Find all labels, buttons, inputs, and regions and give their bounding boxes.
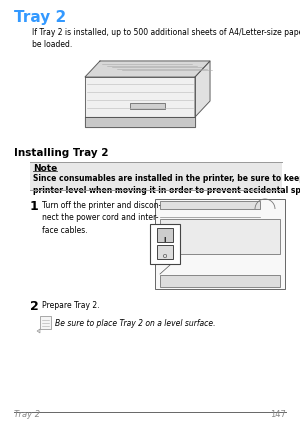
Bar [30,163,282,190]
Text: O: O [163,253,167,259]
Bar [157,245,173,259]
Text: I: I [164,236,166,242]
Text: 1: 1 [30,199,39,213]
Text: Be sure to place Tray 2 on a level surface.: Be sure to place Tray 2 on a level surfa… [55,318,215,327]
Bar [40,316,51,329]
Text: Tray 2: Tray 2 [14,409,40,418]
Bar [160,219,280,254]
Polygon shape [85,118,195,128]
Text: Note: Note [33,164,57,173]
Bar [160,275,280,287]
Text: 2: 2 [30,299,39,312]
Text: Prepare Tray 2.: Prepare Tray 2. [42,300,100,309]
Polygon shape [195,62,210,118]
Text: Tray 2: Tray 2 [14,10,66,25]
Polygon shape [85,78,195,118]
Text: Since consumables are installed in the printer, be sure to keep the
printer leve: Since consumables are installed in the p… [33,173,300,194]
Bar [160,201,260,210]
Text: Turn off the printer and discon-
nect the power cord and inter-
face cables.: Turn off the printer and discon- nect th… [42,201,161,234]
Text: If Tray 2 is installed, up to 500 additional sheets of A4/Letter-size paper can
: If Tray 2 is installed, up to 500 additi… [32,28,300,49]
Text: 147: 147 [270,409,286,418]
Bar [155,199,285,289]
Polygon shape [85,62,210,78]
Text: Installing Tray 2: Installing Tray 2 [14,148,109,158]
Bar [157,228,173,242]
Bar [130,104,165,110]
Polygon shape [37,329,40,333]
Bar [150,225,180,265]
